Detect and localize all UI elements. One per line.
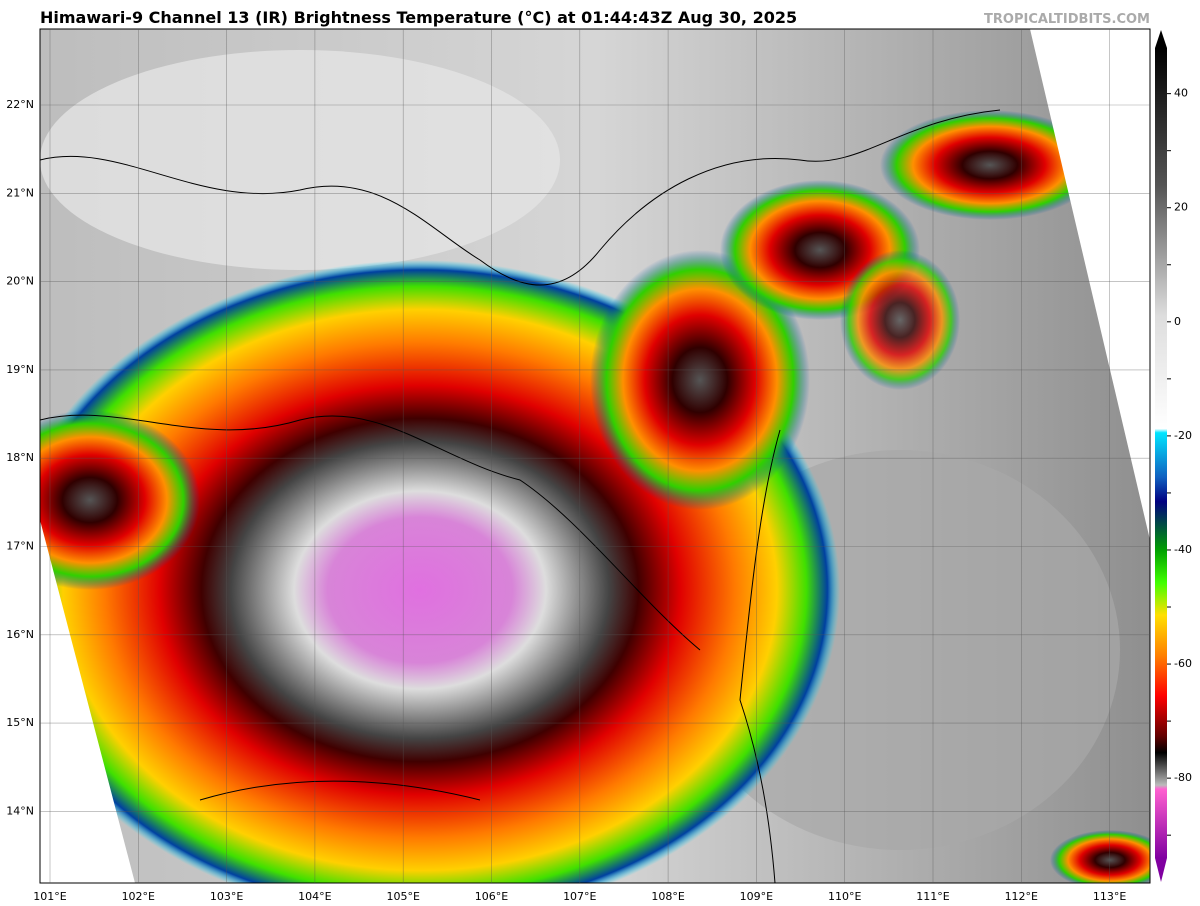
longitude-label: 108°E [651,890,684,903]
map-frame [39,28,1151,884]
colorbar-tick-label: -40 [1174,543,1192,556]
imagery [40,29,1150,883]
colorbar-top-extend [1155,30,1167,48]
longitude-label: 107°E [563,890,596,903]
longitude-label: 102°E [122,890,155,903]
colorbar-bottom-extend [1155,858,1167,882]
latitude-label: 15°N [6,716,34,729]
latitude-label: 18°N [6,451,34,464]
source: TROPICALTIDBITS.COM [984,12,1150,27]
longitude-label: 109°E [740,890,773,903]
latitude-label: 16°N [6,628,34,641]
longitude-label: 103°E [210,890,243,903]
longitude-label: 104°E [298,890,331,903]
latitude-label: 20°N [6,275,34,288]
latitude-label: 22°N [6,98,34,111]
colorbar-tick-label: 40 [1174,87,1188,100]
longitude-label: 112°E [1005,890,1038,903]
colorbar-tick-label: -80 [1174,771,1192,784]
latitude-label: 14°N [6,804,34,817]
colorbar-tick-label: -20 [1174,429,1192,442]
latitude-label: 17°N [6,540,34,553]
longitude-label: 105°E [386,890,419,903]
longitude-label: 111°E [916,890,949,903]
colorbar-tick-label: 0 [1174,315,1181,328]
longitude-label: 110°E [828,890,861,903]
latitude-label: 19°N [6,363,34,376]
colorbar-tick-label: -60 [1174,657,1192,670]
colorbar-tick-label: 20 [1174,201,1188,214]
latitude-label: 21°N [6,186,34,199]
title: Himawari-9 Channel 13 (IR) Brightness Te… [40,8,797,27]
colorbar [1155,48,1167,858]
longitude-label: 106°E [475,890,508,903]
graticule [40,29,1150,883]
longitude-label: 113°E [1093,890,1126,903]
longitude-label: 101°E [33,890,66,903]
